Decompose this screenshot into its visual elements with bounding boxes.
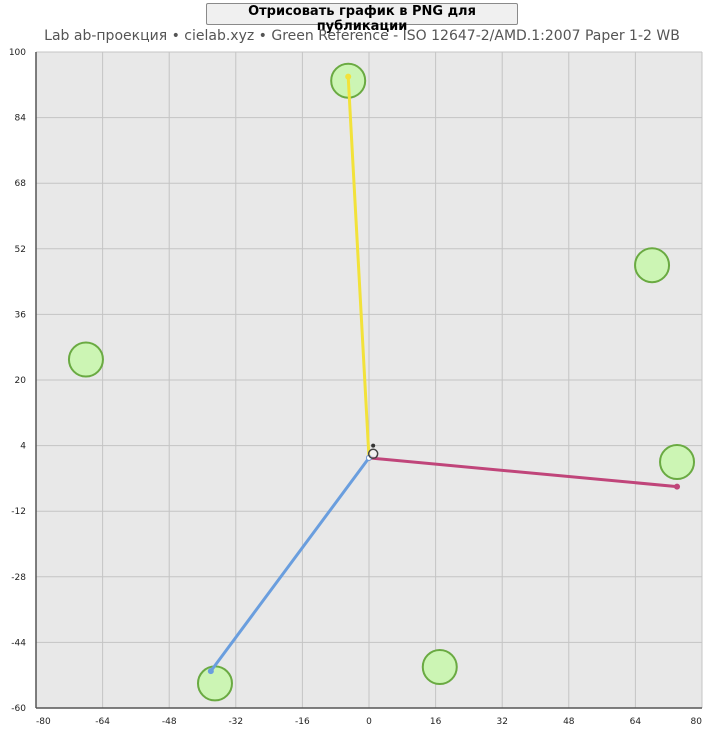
reference-circle xyxy=(196,665,233,702)
vector-line xyxy=(346,75,371,460)
chart-title: Lab ab-проекция • cielab.xyz • Green Ref… xyxy=(44,28,680,44)
vector-line xyxy=(367,456,679,489)
x-tick-label: 64 xyxy=(630,717,642,727)
vector-endpoint xyxy=(674,483,681,490)
y-tick-label: -44 xyxy=(11,638,26,648)
y-tick-label: 4 xyxy=(20,442,26,452)
vector-endpoint xyxy=(345,73,352,80)
y-tick-label: 100 xyxy=(9,48,26,58)
y-tick-label: -60 xyxy=(11,704,26,714)
origin-ring-marker xyxy=(367,448,379,460)
tick-labels: -80 -64 -48 -32 -16 0 16 32 48 64 80 -60 -44 -28 -12 4 2… xyxy=(9,48,702,727)
reference-circles xyxy=(67,62,696,702)
y-tick-label: 68 xyxy=(15,179,27,189)
y-tick-label: 36 xyxy=(15,310,27,320)
axes xyxy=(35,52,702,709)
reference-circle xyxy=(634,247,671,284)
reference-circle xyxy=(659,444,696,480)
y-tick-label: 20 xyxy=(15,376,27,386)
y-tick-label: -12 xyxy=(11,507,26,517)
x-tick-label: -32 xyxy=(228,717,243,727)
reference-circle xyxy=(67,341,104,378)
y-tick-label: 84 xyxy=(15,114,27,124)
x-tick-label: -48 xyxy=(162,717,177,727)
x-tick-label: -80 xyxy=(36,717,51,727)
x-tick-label: 32 xyxy=(496,717,507,727)
x-tick-label: 48 xyxy=(563,717,575,727)
vector-endpoint xyxy=(207,668,214,675)
y-tick-label: -28 xyxy=(11,573,26,583)
x-tick-label: 0 xyxy=(366,717,372,727)
export-png-button[interactable]: Отрисовать график в PNG для публикации xyxy=(206,3,518,34)
y-tick-label: 52 xyxy=(15,245,26,255)
origin-dot-marker xyxy=(371,443,376,448)
x-tick-label: 16 xyxy=(430,717,442,727)
x-tick-label: -16 xyxy=(295,717,310,727)
x-tick-label: -64 xyxy=(95,717,110,727)
vector-line xyxy=(209,456,371,673)
reference-circle xyxy=(421,649,458,685)
x-tick-label: 80 xyxy=(691,717,703,727)
origin-markers xyxy=(367,443,379,460)
